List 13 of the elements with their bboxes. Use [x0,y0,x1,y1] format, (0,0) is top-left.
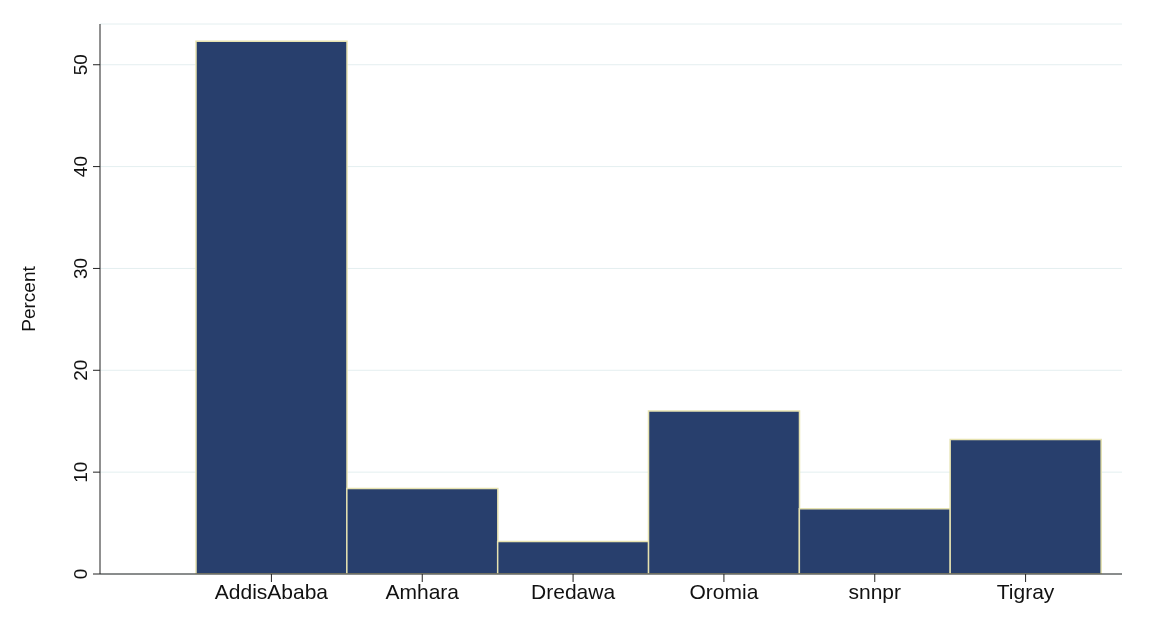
y-tick-label: 0 [70,568,91,580]
y-tick-label: 50 [70,54,91,76]
y-tick-label: 20 [70,359,91,381]
x-tick-label: Dredawa [531,579,616,603]
x-tick-label: Oromia [689,579,759,603]
y-tick-label: 10 [70,461,91,483]
x-tick-label: snnpr [848,579,902,603]
y-tick-label: 30 [70,257,91,280]
x-tick-label: AddisAbaba [214,579,329,603]
y-tick-label: 40 [70,156,91,178]
y-axis-title: Percent [17,265,39,332]
x-tick-label: Amhara [385,579,460,603]
x-tick-label: Tigray [996,579,1055,603]
